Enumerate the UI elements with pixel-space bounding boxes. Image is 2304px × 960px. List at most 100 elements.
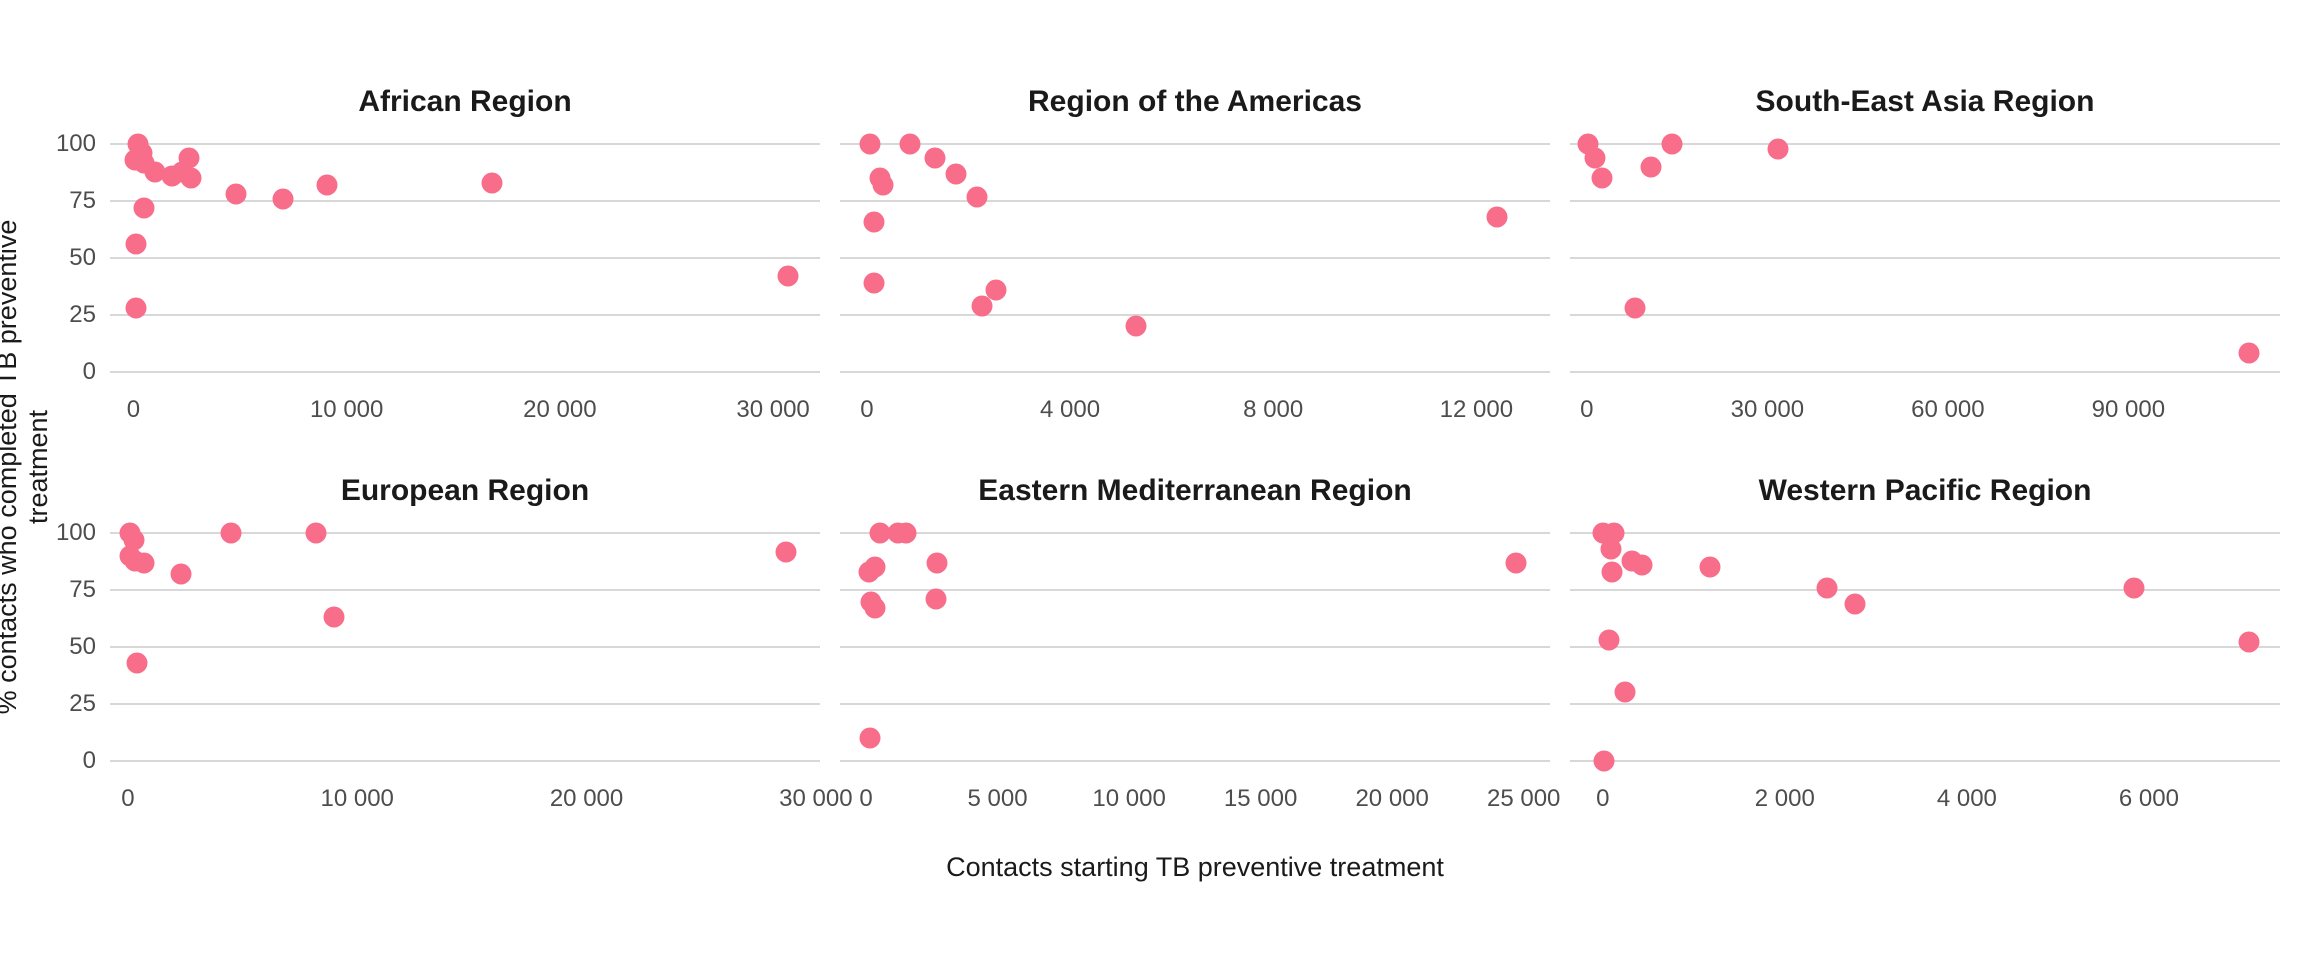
data-point <box>1844 593 1866 615</box>
data-point <box>863 272 885 294</box>
y-tick-label: 50 <box>69 244 96 271</box>
data-point <box>1125 315 1147 337</box>
data-point <box>971 295 993 317</box>
y-tick-label: 25 <box>69 300 96 328</box>
y-tick-label: 50 <box>69 633 96 660</box>
data-point <box>859 133 881 155</box>
y-gridline-75 <box>840 589 1550 592</box>
y-gridline-0 <box>110 370 820 373</box>
data-point <box>1600 538 1622 560</box>
y-gridline-50 <box>840 257 1550 259</box>
panel-title: South-East Asia Region <box>1755 85 2095 118</box>
panel-title: Western Pacific Region <box>1758 474 2092 507</box>
data-point <box>864 597 886 619</box>
x-axis-title: Contacts starting TB preventive treatmen… <box>946 852 1444 882</box>
facet-panel-5: Western Pacific Region 0 2 000 4 000 6 000 <box>1570 474 2280 812</box>
y-gridline-100 <box>840 532 1550 535</box>
x-tick-label: 20 000 <box>1355 785 1429 812</box>
y-gridline-50 <box>110 257 820 259</box>
data-point <box>2238 342 2260 364</box>
x-tick-label: 2 000 <box>1754 785 1815 812</box>
y-tick-label: 0 <box>82 746 96 774</box>
y-gridline-0 <box>1570 370 2280 373</box>
y-gridline-100 <box>1570 143 2280 146</box>
data-point <box>125 233 147 255</box>
x-tick-label: 20 000 <box>549 785 624 812</box>
data-point <box>863 211 885 233</box>
y-gridline-50 <box>110 646 820 648</box>
panel-title: European Region <box>340 474 590 507</box>
y-gridline-25 <box>110 702 820 705</box>
data-point <box>133 197 155 219</box>
y-gridline-0 <box>840 370 1550 373</box>
data-point <box>180 167 202 189</box>
data-point <box>1767 138 1789 160</box>
x-tick-label: 8 000 <box>1243 396 1304 423</box>
data-point <box>1816 577 1838 599</box>
data-point <box>945 163 967 185</box>
data-point <box>178 147 200 169</box>
data-point <box>872 174 894 196</box>
data-point <box>123 529 145 551</box>
y-gridline-25 <box>110 313 820 316</box>
data-point <box>170 563 192 585</box>
panel-title: Region of the Americas <box>1028 85 1362 118</box>
y-tick-label: 100 <box>55 130 96 158</box>
x-tick-label: 10 000 <box>1092 785 1166 812</box>
data-point <box>305 522 327 544</box>
y-gridline-75 <box>110 589 820 592</box>
data-point <box>1486 206 1508 228</box>
y-gridline-25 <box>840 702 1550 705</box>
y-gridline-50 <box>840 646 1550 648</box>
x-tick-label: 5 000 <box>967 785 1028 812</box>
y-gridline-25 <box>1570 313 2280 316</box>
data-point <box>924 147 946 169</box>
data-point <box>985 279 1007 301</box>
x-tick-label: 60 000 <box>1911 396 1985 423</box>
data-point <box>899 133 921 155</box>
y-gridline-0 <box>840 759 1550 762</box>
data-point <box>225 183 247 205</box>
y-gridline-50 <box>1570 646 2280 648</box>
x-tick-label: 25 000 <box>1486 785 1561 812</box>
y-gridline-50 <box>1570 257 2280 259</box>
data-point <box>1640 156 1662 178</box>
data-point <box>1614 681 1636 703</box>
data-point <box>1661 133 1683 155</box>
x-tick-label: 12 000 <box>1439 396 1514 423</box>
data-point <box>926 552 948 574</box>
data-point <box>966 186 988 208</box>
facet-panel-2: South-East Asia Region 0 30 000 60 000 90 00… <box>1570 85 2280 423</box>
y-tick-label: 75 <box>69 187 96 215</box>
data-point <box>1591 167 1613 189</box>
facet-panel-0: African Region 0 25 50 75 100 0 10 000 20 000 30 … <box>56 85 820 423</box>
data-point <box>1598 629 1620 651</box>
facet-panel-3: European Region 0 25 50 75 100 0 10 000 20 000 30… <box>56 474 853 812</box>
x-tick-label: 10 000 <box>309 396 384 423</box>
data-point <box>1505 552 1527 574</box>
x-tick-label: 0 <box>1596 785 1610 812</box>
y-gridline-75 <box>840 200 1550 203</box>
x-tick-label: 10 000 <box>320 785 394 812</box>
data-point <box>2238 631 2260 653</box>
data-point <box>775 541 797 563</box>
y-gridline-100 <box>110 143 820 146</box>
x-tick-label: 0 <box>121 785 135 812</box>
facet-panel-4: Eastern Mediterranean Region 0 5 000 10 000… <box>840 474 1560 812</box>
data-point <box>272 188 294 210</box>
y-tick-label: 75 <box>69 576 96 604</box>
y-tick-label: 100 <box>55 519 96 547</box>
data-point <box>220 522 242 544</box>
x-tick-label: 4 000 <box>1040 396 1101 423</box>
x-tick-label: 30 000 <box>779 785 853 812</box>
data-point <box>144 161 166 183</box>
data-point <box>1631 554 1653 576</box>
data-point <box>1601 561 1623 583</box>
data-point <box>859 727 881 749</box>
panel-title: Eastern Mediterranean Region <box>978 474 1412 507</box>
y-gridline-100 <box>840 143 1550 146</box>
x-tick-label: 6 000 <box>2118 785 2179 812</box>
x-tick-label: 0 <box>860 396 874 423</box>
y-tick-label: 0 <box>82 357 96 385</box>
x-tick-label: 0 <box>126 396 141 423</box>
